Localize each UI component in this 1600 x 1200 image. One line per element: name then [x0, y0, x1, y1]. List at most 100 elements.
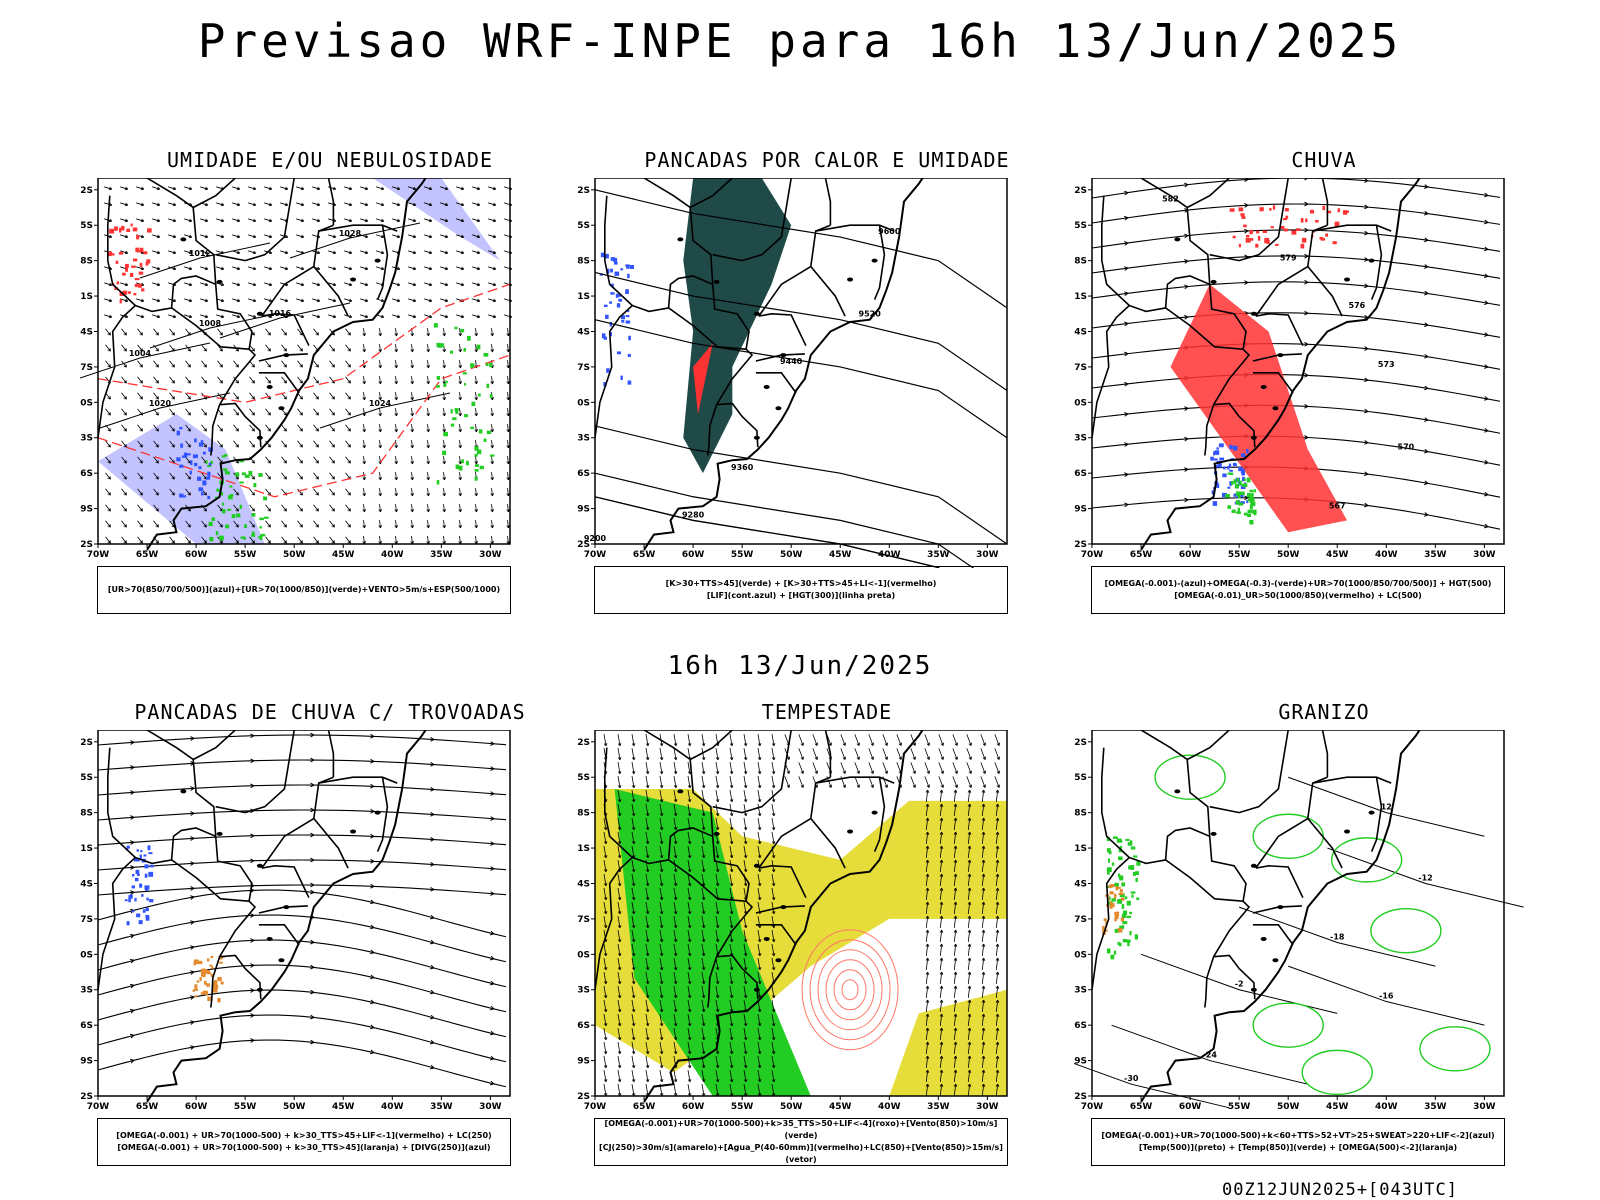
- precip-cell: [190, 460, 193, 465]
- wind-arrow: [798, 748, 804, 760]
- wind-arrow-head: [771, 910, 776, 915]
- wind-arrow: [200, 218, 208, 222]
- wind-arrow: [925, 1013, 929, 1027]
- wind-arrow: [617, 1028, 621, 1040]
- wind-arrow-head: [743, 952, 748, 957]
- wind-arrow-head: [617, 1022, 622, 1027]
- wind-arrow-head: [856, 756, 860, 760]
- wind-arrow-head: [715, 1078, 720, 1083]
- lat-tick-label: 27S: [80, 363, 93, 373]
- streamline-arrow: [1124, 291, 1129, 297]
- wind-arrow: [995, 1055, 999, 1069]
- lat-tick-label: 21S: [577, 292, 590, 302]
- legend-line: [K>30+TTS>45](verde) + [K>30+TTS>45+LI<-…: [665, 579, 937, 588]
- wind-arrow-head: [124, 298, 129, 303]
- wind-arrow-head: [995, 957, 1000, 961]
- lat-tick-label: 30S: [80, 398, 93, 408]
- wind-arrow: [395, 327, 397, 337]
- wind-arrow: [925, 915, 929, 929]
- precip-cell: [1240, 491, 1245, 495]
- lon-tick-label: 35W: [430, 1102, 453, 1112]
- wind-arrow-head: [687, 882, 692, 887]
- wind-arrow: [631, 1042, 635, 1054]
- wind-arrow: [967, 985, 971, 999]
- wind-arrow-head: [715, 924, 720, 929]
- wind-arrow: [169, 392, 175, 400]
- wind-arrow-head: [603, 840, 608, 845]
- precip-cell: [1109, 901, 1113, 905]
- streamline-arrow: [250, 1038, 255, 1043]
- wind-arrow-head: [659, 994, 664, 999]
- pressure-isobar: [99, 392, 231, 429]
- precip-cell: [1236, 478, 1240, 483]
- wind-arrow: [297, 472, 303, 480]
- wind-arrow: [201, 472, 207, 480]
- wind-arrow: [153, 392, 159, 400]
- wind-arrow: [743, 832, 747, 844]
- lake-mark: [1250, 863, 1257, 868]
- precip-cell: [1112, 903, 1115, 908]
- temp-label: -12: [1418, 873, 1432, 882]
- precip-cell: [1216, 483, 1220, 488]
- streamline-arrow: [370, 924, 375, 930]
- wind-arrow-head: [107, 540, 111, 544]
- border-line: [707, 404, 718, 456]
- pressure-isobar: [80, 342, 211, 379]
- wind-arrow-head: [981, 859, 986, 863]
- precip-cell: [443, 383, 447, 387]
- streamline-arrow: [1244, 203, 1249, 208]
- wind-arrow: [392, 202, 400, 206]
- precip-cell: [1117, 928, 1123, 933]
- streamline-arrow: [130, 790, 135, 795]
- wind-arrow-head: [645, 798, 650, 803]
- wind-arrow: [507, 359, 509, 369]
- wind-arrow-head: [362, 477, 366, 481]
- wind-arrow: [981, 915, 985, 929]
- wind-arrow: [363, 327, 365, 337]
- wind-arrow: [701, 734, 705, 746]
- pressure-isobar: [219, 302, 351, 339]
- wind-arrow-head: [460, 218, 465, 223]
- hgt-300-contour: [594, 189, 1008, 309]
- wind-arrow: [329, 424, 335, 432]
- wind-arrow: [953, 999, 957, 1013]
- streamline-arrow: [1364, 471, 1369, 477]
- streamline-arrow: [190, 786, 195, 791]
- wind-arrow: [379, 407, 381, 417]
- border-line: [313, 265, 349, 317]
- wind-arrow-head: [603, 1078, 608, 1083]
- precip-cell: [1255, 243, 1259, 248]
- wind-arrow-head: [299, 460, 303, 464]
- precip-cell: [1238, 502, 1244, 506]
- wind-arrow-head: [729, 840, 734, 845]
- wind-arrow: [854, 762, 860, 774]
- wind-arrow-head: [458, 509, 462, 513]
- wind-arrow-head: [645, 1064, 650, 1069]
- wind-arrow-head: [771, 756, 776, 761]
- wind-arrow: [729, 790, 733, 802]
- wind-arrow: [296, 218, 304, 222]
- wind-arrow: [491, 535, 493, 545]
- precip-cell: [205, 460, 208, 464]
- temp-850-contour: [1301, 1049, 1373, 1096]
- precip-cell: [115, 260, 119, 264]
- hgt-500-label: 567: [1329, 502, 1346, 511]
- precip-cell: [1346, 210, 1349, 213]
- lat-tick-label: 42S: [577, 540, 590, 550]
- wind-arrow-head: [476, 218, 481, 223]
- streamline-arrow: [429, 1039, 435, 1045]
- precip-cell: [251, 531, 255, 535]
- precip-cell: [433, 323, 438, 328]
- wind-arrow: [105, 440, 111, 448]
- streamline-arrow: [490, 816, 495, 821]
- precip-cell: [618, 298, 623, 302]
- precip-cell: [1134, 934, 1138, 939]
- wind-arrow-head: [729, 994, 734, 999]
- wind-arrow-head: [124, 218, 129, 223]
- wind-arrow: [152, 282, 160, 286]
- lon-tick-label: 45W: [1326, 1102, 1349, 1112]
- wind-arrow: [265, 488, 271, 496]
- wind-arrow: [757, 1014, 761, 1026]
- wind-arrow: [217, 504, 223, 512]
- map-background: [98, 730, 510, 1096]
